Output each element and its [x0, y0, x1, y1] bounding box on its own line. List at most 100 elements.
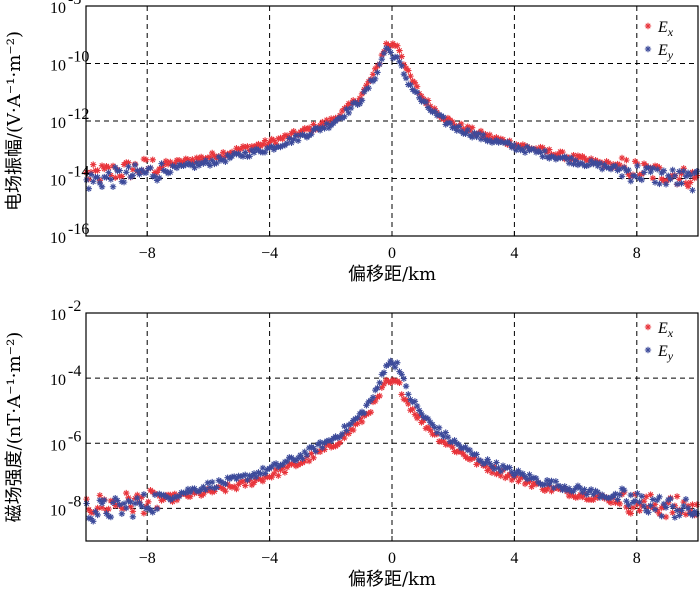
data-point-ey	[164, 170, 172, 177]
data-point-ey	[257, 470, 264, 478]
data-point-ex	[319, 118, 326, 126]
data-point-ey	[676, 512, 683, 519]
data-point-ex	[682, 511, 690, 518]
data-point-ey	[572, 484, 579, 492]
data-point-ey	[616, 491, 623, 498]
data-point-ex	[374, 393, 381, 401]
data-point-ey	[191, 164, 198, 172]
data-point-ex	[372, 397, 379, 405]
data-point-ey	[431, 108, 438, 115]
data-point-ey	[394, 53, 401, 61]
data-point-ey	[508, 468, 516, 476]
data-point-ey	[678, 180, 685, 187]
data-point-ey	[281, 458, 289, 466]
data-point-ey	[107, 513, 115, 521]
data-point-ey	[367, 397, 375, 404]
data-point-ey	[587, 157, 595, 165]
data-point-ex	[237, 478, 245, 486]
data-point-ex	[281, 469, 289, 476]
data-point-ey	[605, 494, 612, 502]
data-point-ey	[105, 169, 112, 176]
data-point-ey	[616, 165, 623, 173]
data-point-ex	[215, 483, 223, 491]
data-point-ey	[682, 496, 690, 503]
data-point-ey	[561, 153, 568, 160]
data-point-ey	[246, 153, 253, 160]
data-point-ex	[658, 504, 665, 511]
data-point-ex	[532, 145, 540, 152]
data-point-ey	[524, 476, 531, 483]
legend-marker-ey	[644, 45, 652, 53]
data-point-ey	[116, 501, 123, 508]
data-point-ex	[204, 154, 211, 161]
data-point-ex	[231, 483, 238, 490]
data-point-ex	[94, 504, 101, 512]
data-point-ey	[473, 133, 480, 141]
data-point-ex	[464, 455, 471, 462]
data-point-ey	[422, 99, 430, 106]
data-point-ex	[222, 153, 229, 160]
data-point-ey	[365, 85, 372, 92]
data-point-ey	[299, 131, 306, 138]
data-point-ey	[308, 443, 315, 451]
data-point-ey	[488, 139, 496, 146]
data-point-ex	[138, 494, 145, 501]
x-tick-label: −4	[261, 245, 278, 262]
data-point-ex	[607, 499, 615, 506]
data-point-ey	[552, 478, 560, 485]
legend-label-ey: Ey	[657, 42, 674, 62]
data-point-ey	[543, 477, 551, 484]
data-point-ey	[186, 161, 194, 169]
data-point-ey	[400, 375, 408, 382]
data-point-ex	[149, 156, 156, 163]
data-point-ey	[684, 169, 692, 177]
data-point-ey	[319, 124, 326, 131]
data-point-ex	[90, 509, 97, 516]
data-point-ey	[453, 127, 460, 134]
data-point-ey	[662, 181, 670, 188]
data-point-ey	[506, 464, 513, 471]
y-tick-exponent: -2	[68, 298, 81, 315]
data-point-ey	[140, 491, 148, 498]
data-point-ey	[321, 125, 328, 132]
legend-label-ex: Ex	[657, 19, 674, 39]
data-point-ex	[468, 124, 476, 131]
data-point-ey	[290, 136, 297, 143]
data-point-ex	[118, 173, 126, 180]
data-point-ey	[552, 156, 560, 163]
data-point-ex	[513, 141, 520, 148]
data-point-ey	[446, 120, 454, 127]
data-point-ey	[376, 379, 383, 387]
data-point-ey	[268, 143, 275, 150]
data-point-ex	[186, 493, 194, 500]
data-point-ex	[400, 61, 408, 68]
data-point-ey	[191, 485, 198, 492]
data-point-ey	[136, 499, 143, 507]
data-point-ey	[131, 161, 139, 169]
data-point-ey	[462, 443, 469, 451]
data-point-ex	[268, 474, 275, 481]
data-point-ey	[239, 472, 247, 479]
data-points	[83, 40, 700, 194]
data-point-ey	[413, 402, 421, 410]
data-point-ey	[338, 430, 346, 438]
data-point-ex	[365, 410, 372, 417]
data-point-ey	[460, 444, 467, 452]
data-point-ex	[242, 144, 249, 151]
data-point-ex	[145, 498, 152, 505]
data-point-ey	[175, 493, 183, 500]
data-point-ex	[680, 498, 687, 506]
data-point-ex	[449, 443, 456, 451]
data-point-ex	[369, 71, 377, 78]
data-point-ey	[563, 155, 571, 163]
legend-label-ex: Ex	[657, 320, 674, 340]
data-point-ey	[118, 510, 126, 517]
data-point-ex	[396, 379, 403, 387]
data-point-ex	[167, 491, 174, 499]
data-point-ex	[112, 174, 119, 181]
data-point-ex	[195, 156, 203, 163]
data-point-ey	[195, 162, 203, 169]
data-point-ey	[689, 187, 696, 194]
data-point-ey	[579, 488, 586, 496]
data-point-ey	[497, 138, 505, 145]
